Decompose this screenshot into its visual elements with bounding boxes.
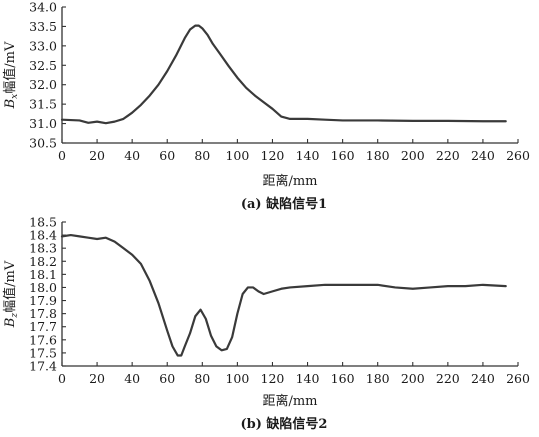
- x-tick-label: 200: [401, 371, 425, 386]
- x-tick-label: 0: [58, 371, 66, 386]
- x-tick-label: 40: [124, 371, 140, 386]
- y-tick-label: 18.1: [29, 267, 57, 282]
- y-tick-label: 17.6: [29, 332, 57, 347]
- y-tick-label: 17.9: [29, 293, 57, 308]
- series-line: [60, 24, 507, 125]
- y-axis-title-subscript: z: [10, 313, 20, 319]
- x-tick-label: 40: [124, 148, 140, 163]
- chart-a: 0 20 40 60 80 100 120 140 160 180 200 220 240 260 30.5…: [2, 0, 530, 212]
- x-tick-label: 20: [89, 148, 105, 163]
- y-axis-title-subscript: x: [10, 94, 20, 99]
- x-tick-label: 60: [159, 371, 175, 386]
- y-axis-title-text: 幅值/mV: [2, 41, 18, 94]
- chart-b: 0 20 40 60 80 100 120 140 160 180 200 220 240 260 17.4…: [2, 215, 530, 433]
- x-tick-label: 60: [159, 148, 175, 163]
- y-tick-label: 18.0: [29, 280, 57, 295]
- x-tick-label: 220: [436, 148, 460, 163]
- x-axis-title: 距离/mm: [262, 393, 317, 409]
- y-tick-label: 17.8: [29, 306, 57, 321]
- x-tick-label: 160: [331, 148, 355, 163]
- x-tick-label: 80: [194, 371, 210, 386]
- y-tick-label: 18.2: [29, 254, 57, 269]
- y-axis-title-symbol: B: [3, 318, 18, 329]
- y-tick-label: 17.4: [29, 359, 57, 374]
- x-tick-label: 100: [225, 371, 249, 386]
- x-tick-label: 100: [225, 148, 249, 163]
- x-tick-label: 120: [261, 148, 285, 163]
- x-tick-label: 180: [366, 148, 390, 163]
- x-tick-label: 140: [296, 148, 320, 163]
- x-tick-label: 0: [58, 148, 66, 163]
- y-tick-label: 32.0: [29, 77, 57, 92]
- y-tick-label: 34.0: [29, 0, 57, 15]
- y-tick-label: 31.5: [29, 97, 57, 112]
- y-tick-label: 30.5: [29, 136, 57, 151]
- x-tick-label: 220: [436, 371, 460, 386]
- y-tick-label: 32.5: [29, 58, 57, 73]
- y-axis-title-text: 幅值/mV: [2, 260, 18, 313]
- y-axis-title: Bz幅值/mV: [2, 260, 20, 328]
- y-tick-label: 17.5: [29, 345, 57, 360]
- x-tick-label: 140: [296, 371, 320, 386]
- y-tick-label: 17.7: [29, 319, 57, 334]
- x-tick-label: 120: [261, 371, 285, 386]
- x-tick-label: 200: [401, 148, 425, 163]
- x-tick-label: 260: [506, 148, 530, 163]
- y-tick-label: 31.0: [29, 116, 57, 131]
- x-tick-label: 260: [506, 371, 530, 386]
- y-tick-label: 18.4: [29, 228, 57, 243]
- x-tick-label: 240: [471, 148, 495, 163]
- y-tick-label: 33.5: [29, 19, 57, 34]
- x-tick-label: 80: [194, 148, 210, 163]
- x-tick-label: 20: [89, 371, 105, 386]
- y-axis-title-symbol: B: [3, 99, 18, 110]
- series-line: [60, 233, 507, 357]
- y-tick-label: 18.3: [29, 241, 57, 256]
- chart-caption: (b) 缺陷信号2: [241, 416, 328, 432]
- x-tick-label: 180: [366, 371, 390, 386]
- y-axis-title: Bx幅值/mV: [2, 41, 20, 109]
- x-axis-title: 距离/mm: [262, 173, 317, 189]
- y-tick-label: 33.0: [29, 38, 57, 53]
- x-tick-label: 240: [471, 371, 495, 386]
- y-tick-label: 18.5: [29, 215, 57, 230]
- x-tick-label: 160: [331, 371, 355, 386]
- chart-caption: (a) 缺陷信号1: [241, 196, 327, 212]
